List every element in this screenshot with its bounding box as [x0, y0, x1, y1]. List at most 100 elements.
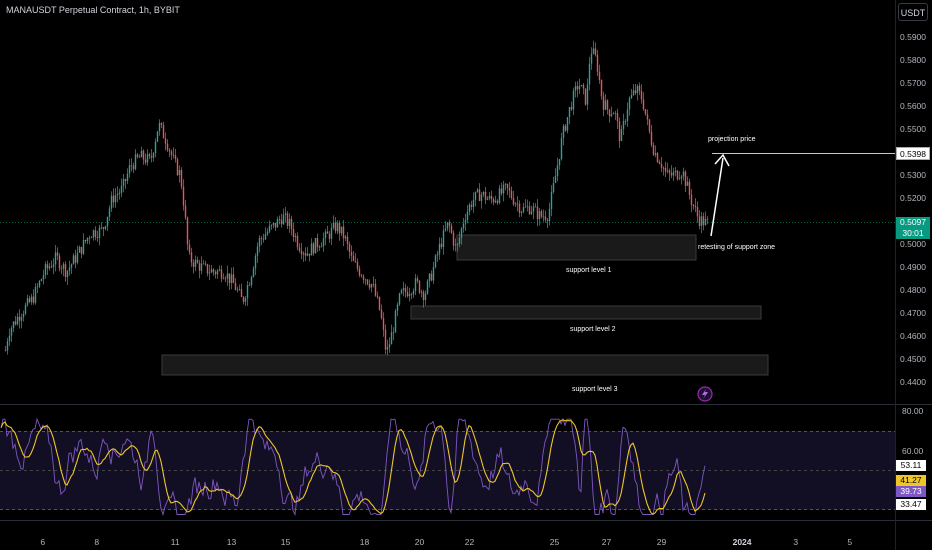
candle-body — [426, 280, 429, 294]
candle-body — [404, 288, 407, 293]
candle-body — [488, 195, 491, 199]
candle-body — [54, 252, 57, 265]
candle-body — [514, 203, 517, 205]
price-tick: 0.5700 — [900, 78, 926, 88]
candle-body — [224, 278, 227, 280]
candle-body — [216, 270, 219, 275]
candle-body — [272, 222, 275, 226]
candle-body — [300, 250, 303, 255]
candle-body — [692, 204, 695, 206]
support-level-3-label[interactable]: support level 3 — [572, 386, 618, 393]
candle-body — [236, 289, 239, 291]
candle-body — [596, 54, 599, 72]
candle-body — [554, 176, 557, 184]
candle-body — [154, 141, 157, 154]
candle-body — [360, 275, 363, 277]
candle-body — [112, 195, 115, 203]
candle-body — [628, 98, 631, 110]
support-zone-1[interactable] — [456, 234, 697, 261]
candle-body — [526, 206, 529, 208]
candle-body — [240, 289, 243, 297]
support-level-1-label[interactable]: support level 1 — [566, 267, 612, 274]
candle-body — [574, 85, 577, 91]
candle-body — [520, 211, 523, 213]
candle-body — [66, 270, 69, 278]
candle-body — [616, 113, 619, 122]
candle-body — [92, 230, 95, 238]
price-tick: 0.4700 — [900, 308, 926, 318]
time-tick: 18 — [359, 537, 370, 547]
candle-body — [562, 125, 565, 138]
currency-unit-button[interactable]: USDT — [898, 3, 928, 21]
candle-body — [354, 260, 357, 262]
candle-body — [104, 226, 107, 229]
candle-body — [650, 131, 653, 145]
support-level-2-label[interactable]: support level 2 — [570, 326, 616, 333]
candle-body — [480, 194, 483, 201]
candle-body — [586, 84, 589, 105]
candle-body — [504, 183, 507, 185]
candle-body — [706, 218, 709, 220]
candle-body — [26, 298, 29, 305]
candle-body — [312, 243, 315, 254]
candle-body — [686, 181, 689, 186]
candle-body — [232, 274, 235, 284]
candle-body — [340, 226, 343, 234]
candle-body — [670, 172, 673, 176]
projection-arrow[interactable] — [710, 153, 730, 237]
candle-body — [456, 243, 459, 245]
candle-body — [296, 235, 299, 248]
candle-body — [100, 227, 103, 229]
candle-body — [462, 223, 465, 229]
candle-body — [262, 238, 265, 240]
candle-body — [98, 227, 101, 238]
candle-body — [516, 203, 519, 205]
candle-body — [594, 48, 597, 55]
candle-body — [308, 253, 311, 256]
candle-body — [244, 298, 247, 302]
projection-price-label[interactable]: projection price — [708, 136, 756, 143]
candle-body — [376, 295, 379, 297]
candle-body — [82, 240, 85, 254]
lightning-icon[interactable] — [697, 386, 713, 402]
candle-body — [642, 99, 645, 110]
retest-label[interactable]: retesting of support zone — [698, 244, 776, 251]
candle-body — [510, 190, 513, 199]
candle-body — [598, 71, 601, 81]
rsi-value-badge: 39.73 — [896, 486, 926, 497]
time-tick: 25 — [549, 537, 560, 547]
candle-body — [494, 200, 497, 203]
candle-body — [622, 120, 625, 129]
chart-title: MANAUSDT Perpetual Contract, 1h, BYBIT — [6, 5, 180, 15]
candle-body — [584, 88, 587, 105]
candle-body — [430, 273, 433, 281]
candle-body — [122, 179, 125, 186]
candle-body — [142, 150, 145, 160]
candle-body — [138, 156, 141, 158]
candle-body — [110, 195, 113, 209]
candle-body — [576, 85, 579, 90]
candle-body — [80, 246, 83, 254]
candle-body — [14, 321, 17, 325]
support-zone-3[interactable] — [161, 354, 769, 376]
candle-body — [22, 313, 25, 318]
candle-body — [448, 222, 451, 226]
rsi-line — [0, 417, 706, 517]
candle-body — [674, 170, 677, 173]
candle-body — [226, 273, 229, 279]
support-zone-2[interactable] — [410, 305, 762, 320]
candle-body — [358, 268, 361, 276]
candle-body — [388, 344, 391, 348]
candle-body — [156, 131, 159, 142]
candle-body — [116, 193, 119, 196]
candle-body — [634, 90, 637, 93]
candle-body — [380, 309, 383, 319]
candle-body — [502, 184, 505, 194]
candle-body — [94, 230, 97, 237]
candle-body — [484, 191, 487, 200]
candle-body — [162, 124, 165, 139]
candle-body — [362, 276, 365, 280]
candle-body — [60, 268, 63, 270]
candle-body — [478, 189, 481, 201]
